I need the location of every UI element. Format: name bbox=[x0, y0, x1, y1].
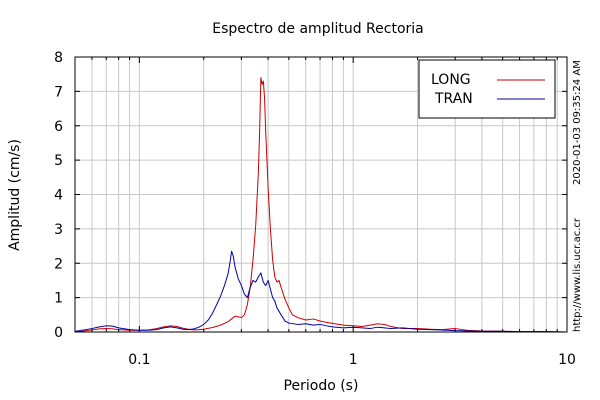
y-tick-label: 3 bbox=[54, 222, 63, 238]
legend-label-long: LONG bbox=[431, 72, 471, 88]
y-tick-label: 6 bbox=[54, 119, 63, 135]
x-axis-label: Periodo (s) bbox=[284, 378, 359, 394]
legend: LONG TRAN bbox=[418, 59, 556, 119]
y-tick-label: 0 bbox=[54, 325, 63, 341]
y-tick-label: 1 bbox=[54, 291, 63, 307]
x-tick-label: 10 bbox=[558, 352, 576, 368]
y-axis-label: Amplitud (cm/s) bbox=[7, 139, 23, 251]
y-tick-label: 7 bbox=[54, 84, 63, 100]
y-tick-label: 2 bbox=[54, 256, 63, 272]
url-text: http://www.lis.ucr.ac.cr bbox=[572, 217, 583, 332]
ticks: 0 1 2 3 4 5 6 7 8 0.1 1 10 bbox=[54, 50, 576, 368]
legend-label-tran: TRAN bbox=[434, 91, 473, 107]
series-line-long bbox=[74, 77, 568, 333]
series-line-tran bbox=[74, 250, 568, 333]
y-tick-label: 5 bbox=[54, 153, 63, 169]
x-tick-label: 0.1 bbox=[128, 352, 150, 368]
legend-box bbox=[418, 59, 556, 119]
chart-title: Espectro de amplitud Rectoria bbox=[212, 21, 424, 37]
timestamp-text: 2020-01-03 09:35:24 AM bbox=[572, 60, 583, 185]
y-tick-label: 8 bbox=[54, 50, 63, 66]
grid bbox=[74, 56, 567, 333]
x-tick-label: 1 bbox=[349, 352, 358, 368]
y-tick-label: 4 bbox=[54, 188, 63, 204]
series-layer bbox=[74, 77, 568, 333]
